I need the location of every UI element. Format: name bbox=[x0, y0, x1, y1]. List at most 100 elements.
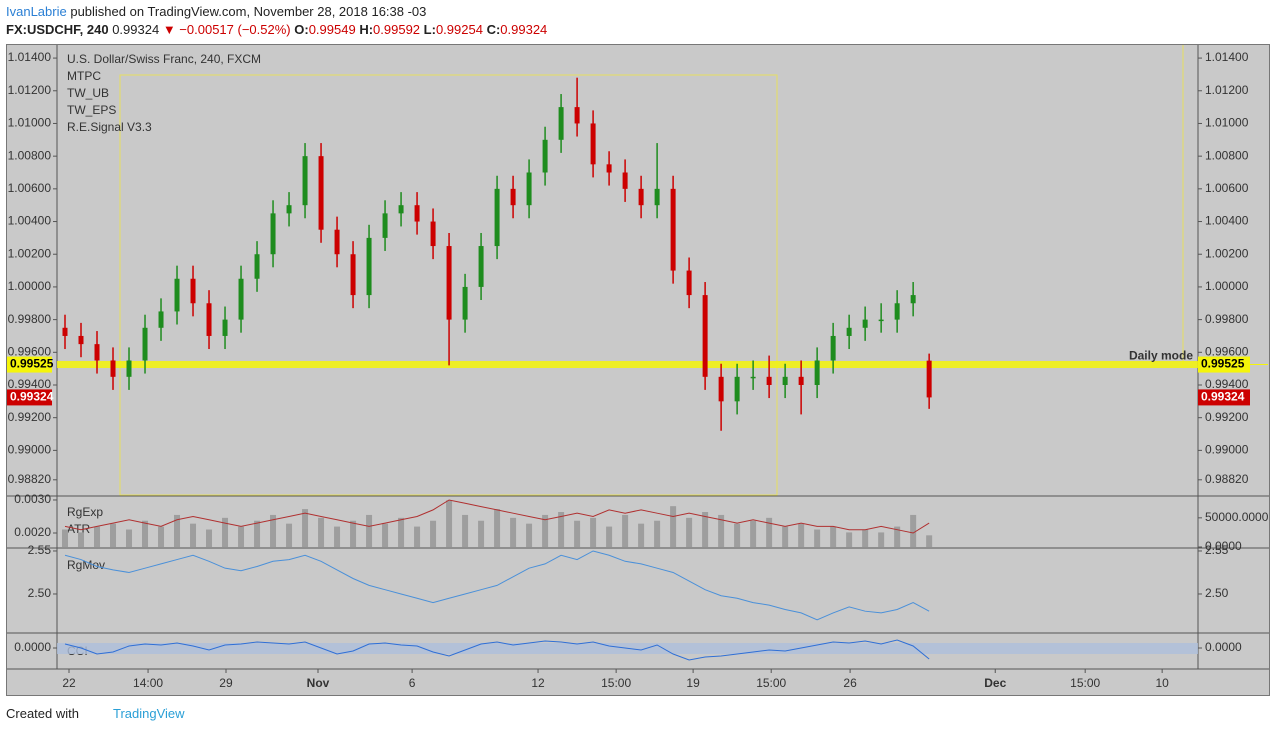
x-tick-label: 10 bbox=[1155, 676, 1169, 690]
chart: U.S. Dollar/Swiss Franc, 240, FXCM MTPC … bbox=[6, 44, 1270, 696]
candle-body bbox=[846, 327, 852, 336]
candle-body bbox=[574, 107, 580, 124]
pane-label: RgMov bbox=[67, 558, 105, 572]
y-tick-label: 1.01400 bbox=[8, 50, 52, 64]
volume-bar bbox=[222, 517, 229, 547]
y-tick-label: 1.00400 bbox=[1205, 214, 1249, 228]
y-tick-label: 50000.0000 bbox=[1205, 510, 1269, 524]
volume-bar bbox=[430, 520, 437, 547]
volume-bar bbox=[894, 526, 901, 547]
candle-body bbox=[606, 164, 612, 173]
candle-body bbox=[334, 229, 340, 255]
volume-bar bbox=[174, 514, 181, 547]
candle-body bbox=[462, 286, 468, 320]
series-line bbox=[64, 499, 930, 534]
y-tick-label: 0.0000 bbox=[1205, 539, 1242, 553]
o-value: 0.99549 bbox=[308, 22, 356, 37]
symbol: FX:USDCHF, 240 bbox=[6, 22, 109, 37]
volume-bar bbox=[110, 523, 117, 547]
volume-bar bbox=[334, 526, 341, 547]
candle-body bbox=[286, 205, 292, 214]
footer: Created with TradingView bbox=[6, 706, 185, 721]
volume-bar bbox=[94, 526, 101, 547]
candle-body bbox=[110, 360, 116, 377]
y-tick-label: 1.00600 bbox=[1205, 181, 1249, 195]
price-tag bbox=[7, 389, 52, 406]
brand[interactable]: TradingView bbox=[112, 706, 185, 721]
candle-body bbox=[526, 172, 532, 206]
volume-bar bbox=[558, 511, 565, 547]
candle-body bbox=[190, 278, 196, 304]
volume-bar bbox=[286, 523, 293, 547]
volume-bar bbox=[494, 509, 501, 547]
y-tick-label: 2.50 bbox=[1205, 586, 1229, 600]
y-tick-label: 1.00000 bbox=[1205, 279, 1249, 293]
y-tick-label: 0.99600 bbox=[8, 344, 52, 358]
candle-body bbox=[894, 303, 900, 320]
x-tick-label: 22 bbox=[62, 676, 76, 690]
h-value: 0.99592 bbox=[373, 22, 421, 37]
volume-bar bbox=[622, 514, 629, 547]
candle-body bbox=[878, 319, 884, 322]
c-label: C: bbox=[486, 22, 501, 37]
candle-body bbox=[494, 188, 500, 247]
candle-body bbox=[910, 295, 916, 304]
volume-bar bbox=[350, 520, 357, 547]
candle-body bbox=[254, 254, 260, 279]
candle-body bbox=[702, 295, 708, 377]
x-tick-label: 29 bbox=[219, 676, 233, 690]
y-tick-label: 1.00400 bbox=[8, 214, 52, 228]
y-tick-label: 0.99600 bbox=[1205, 344, 1249, 358]
volume-bar bbox=[382, 523, 389, 547]
chart-title: U.S. Dollar/Swiss Franc, 240, FXCM bbox=[67, 52, 261, 66]
y-tick-label: 0.0000 bbox=[14, 640, 51, 654]
y-tick-label: 2.50 bbox=[28, 586, 52, 600]
x-tick-label: 26 bbox=[843, 676, 857, 690]
candle-body bbox=[718, 376, 724, 402]
last: 0.99324 bbox=[112, 22, 160, 37]
candle-body bbox=[350, 254, 356, 296]
y-tick-label: 1.00600 bbox=[8, 181, 52, 195]
volume-bar bbox=[734, 523, 741, 547]
candle-body bbox=[94, 344, 100, 361]
candle-body bbox=[158, 311, 164, 328]
y-tick-label: 1.01200 bbox=[8, 83, 52, 97]
y-tick-label: 0.99000 bbox=[8, 443, 52, 457]
volume-bar bbox=[878, 532, 885, 547]
candle-body bbox=[926, 360, 932, 398]
series-line bbox=[64, 639, 930, 661]
candle-body bbox=[222, 319, 228, 336]
volume-bar bbox=[190, 523, 197, 547]
price-tag-label: 0.99324 bbox=[1201, 390, 1245, 404]
y-tick-label: 1.01400 bbox=[1205, 50, 1249, 64]
candle-body bbox=[622, 172, 628, 189]
candle-body bbox=[270, 213, 276, 255]
candle-body bbox=[414, 205, 420, 222]
change: ▼ −0.00517 (−0.52%) bbox=[162, 22, 291, 37]
volume-bar bbox=[846, 532, 853, 547]
x-tick-label: 15:00 bbox=[756, 676, 786, 690]
volume-bar bbox=[366, 514, 373, 547]
candle-body bbox=[510, 188, 516, 206]
y-tick-label: 1.01000 bbox=[1205, 116, 1249, 130]
y-tick-label: 1.00000 bbox=[8, 279, 52, 293]
volume-bar bbox=[446, 500, 453, 547]
x-tick-label: Nov bbox=[307, 676, 330, 690]
y-tick-label: 2.55 bbox=[28, 543, 52, 557]
volume-bar bbox=[414, 526, 421, 547]
author[interactable]: IvanLabrie bbox=[6, 4, 67, 19]
volume-bar bbox=[238, 526, 245, 547]
legend-item: R.E.Signal V3.3 bbox=[67, 120, 152, 134]
range-box bbox=[119, 74, 778, 496]
volume-bar bbox=[510, 517, 517, 547]
pane-label: RgExp bbox=[67, 505, 103, 519]
volume-bar bbox=[318, 517, 325, 547]
y-tick-label: 1.00800 bbox=[1205, 148, 1249, 162]
volume-bar bbox=[862, 529, 869, 547]
volume-bar bbox=[718, 514, 725, 547]
volume-bar bbox=[910, 514, 917, 547]
y-tick-label: 1.00200 bbox=[1205, 246, 1249, 260]
volume-bar bbox=[206, 529, 213, 547]
y-tick-label: 0.0020 bbox=[14, 525, 51, 539]
candle-body bbox=[174, 278, 180, 312]
